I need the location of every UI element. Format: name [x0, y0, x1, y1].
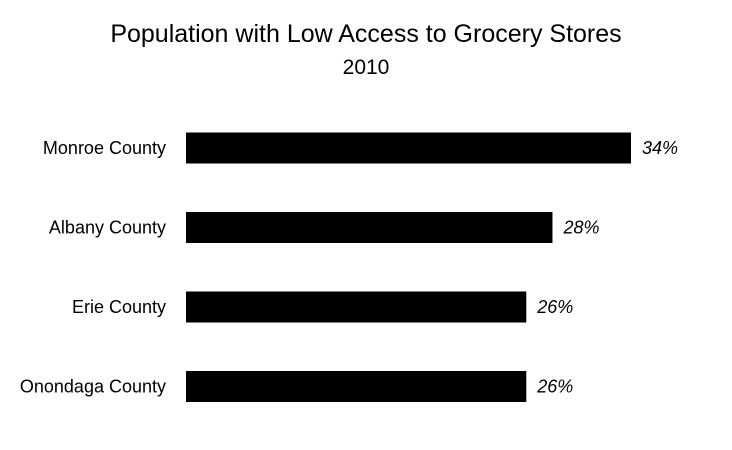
data-label: 26% — [536, 377, 573, 397]
chart-subtitle: 2010 — [342, 56, 390, 79]
category-label: Onondaga County — [20, 377, 166, 397]
category-label: Albany County — [49, 218, 166, 238]
bar — [186, 371, 527, 402]
bar — [186, 291, 527, 323]
chart-title: Population with Low Access to Grocery St… — [110, 20, 622, 48]
bar — [186, 212, 553, 243]
data-label: 34% — [642, 138, 678, 158]
bar — [186, 132, 631, 164]
data-label: 28% — [562, 218, 599, 238]
category-label: Erie County — [72, 297, 166, 317]
category-label: Monroe County — [43, 138, 166, 158]
data-label: 26% — [536, 297, 573, 317]
